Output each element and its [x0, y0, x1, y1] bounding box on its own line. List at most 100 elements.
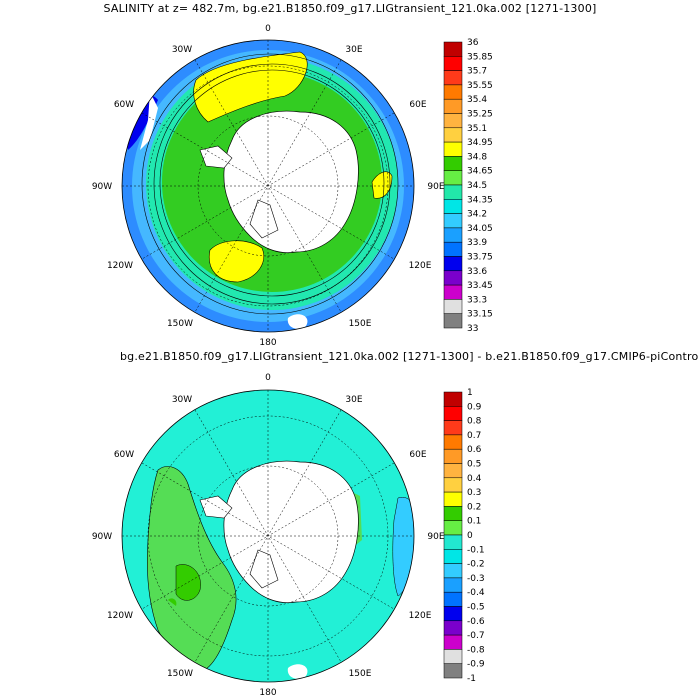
bottom-lon-label-30W: 30W — [172, 395, 192, 405]
colorbar-swatch — [443, 491, 463, 507]
colorbar-tick-label: 33.15 — [467, 310, 493, 320]
colorbar-tick-label: -0.7 — [467, 631, 485, 641]
colorbar-swatch — [443, 534, 463, 550]
bottom-lon-label-150E: 150E — [349, 669, 372, 679]
colorbar-tick-label: 1 — [467, 388, 473, 398]
colorbar-tick-label: 35.4 — [467, 95, 487, 105]
colorbar-tick-label: 33 — [467, 324, 478, 334]
colorbar-swatch — [443, 170, 463, 186]
colorbar-swatch — [443, 141, 463, 157]
top-lon-label-30E: 30E — [345, 45, 362, 55]
colorbar-swatch — [443, 227, 463, 243]
colorbar-swatch — [443, 391, 463, 407]
colorbar-tick-label: 34.35 — [467, 195, 493, 205]
bottom-lon-label-60E: 60E — [409, 450, 426, 460]
bottom-lon-label-180: 180 — [259, 688, 276, 698]
top-lon-label-180: 180 — [259, 338, 276, 348]
colorbar-tick-label: 0.4 — [467, 474, 482, 484]
colorbar-tick-label: -0.5 — [467, 603, 485, 613]
top-lon-label-120E: 120E — [409, 261, 432, 271]
colorbar-swatch — [443, 563, 463, 579]
colorbar-tick-label: 34.5 — [467, 181, 487, 191]
colorbar-swatch — [443, 241, 463, 257]
top-polar-map: 0 30E 60E 90E 120E 150E 180 150W 120W 90… — [92, 24, 445, 348]
colorbar-tick-label: 34.65 — [467, 167, 493, 177]
colorbar-tick-label: 0.2 — [467, 502, 481, 512]
bottom-lon-label-120E: 120E — [409, 611, 432, 621]
colorbar-swatch — [443, 41, 463, 57]
colorbar-swatch — [443, 663, 463, 679]
colorbar-tick-label: 34.8 — [467, 152, 487, 162]
colorbar-tick-label: 33.75 — [467, 253, 493, 263]
top-map-title: SALINITY at z= 482.7m, bg.e21.B1850.f09_… — [103, 2, 597, 15]
colorbar-tick-label: 34.2 — [467, 210, 487, 220]
bottom-lon-label-120W: 120W — [107, 611, 133, 621]
top-lon-label-90E: 90E — [427, 182, 444, 192]
top-colorbar: 36 35.85 35.7 35.55 35.4 35.25 35.1 34.95 34.8 34… — [443, 38, 493, 334]
colorbar-tick-label: 36 — [467, 38, 479, 48]
colorbar-tick-label: 33.9 — [467, 238, 487, 248]
colorbar-tick-label: -0.4 — [467, 588, 485, 598]
colorbar-tick-label: -0.3 — [467, 574, 485, 584]
colorbar-swatch — [443, 98, 463, 114]
colorbar-tick-label: -1 — [467, 674, 476, 684]
colorbar-tick-label: -0.1 — [467, 545, 485, 555]
colorbar-tick-label: -0.9 — [467, 660, 485, 670]
colorbar-swatch — [443, 620, 463, 636]
colorbar-swatch — [443, 406, 463, 421]
colorbar-swatch — [443, 463, 463, 479]
colorbar-tick-label: 0.5 — [467, 460, 481, 470]
colorbar-tick-label: 0.8 — [467, 417, 482, 427]
colorbar-tick-label: 35.85 — [467, 52, 493, 62]
bottom-polar-map: 0 30E 60E 90E 120E 150E 180 150W 120W 90… — [92, 373, 445, 698]
colorbar-swatch — [443, 520, 463, 536]
colorbar-tick-label: -0.6 — [467, 617, 485, 627]
colorbar-swatch — [443, 213, 463, 229]
colorbar-tick-label: 35.55 — [467, 81, 493, 91]
top-lon-label-90W: 90W — [92, 182, 112, 192]
top-lon-label-60E: 60E — [409, 100, 426, 110]
colorbar-swatch — [443, 649, 463, 664]
colorbar-tick-label: 0.6 — [467, 445, 482, 455]
top-lon-label-150W: 150W — [167, 319, 193, 329]
colorbar-swatch — [443, 634, 463, 650]
colorbar-swatch — [443, 184, 463, 200]
colorbar-swatch — [443, 113, 463, 129]
colorbar-tick-label: 33.6 — [467, 267, 487, 277]
colorbar-tick-label: 35.25 — [467, 110, 493, 120]
colorbar-swatch — [443, 270, 463, 286]
bottom-lon-label-90W: 90W — [92, 532, 112, 542]
colorbar-swatch — [443, 448, 463, 464]
colorbar-tick-label: 35.7 — [467, 67, 487, 77]
colorbar-swatch — [443, 313, 463, 329]
bottom-lon-label-90E: 90E — [427, 532, 444, 542]
colorbar-swatch — [443, 56, 463, 71]
colorbar-swatch — [443, 84, 463, 100]
colorbar-swatch — [443, 256, 463, 272]
colorbar-tick-label: 0 — [467, 531, 473, 541]
colorbar-swatch — [443, 477, 463, 493]
colorbar-swatch — [443, 549, 463, 564]
bottom-map-title: bg.e21.B1850.f09_g17.LIGtransient_121.0k… — [120, 350, 699, 363]
top-lon-label-150E: 150E — [349, 319, 372, 329]
colorbar-tick-label: 0.1 — [467, 517, 481, 527]
colorbar-tick-label: -0.8 — [467, 645, 485, 655]
colorbar-swatch — [443, 420, 463, 436]
bottom-lon-label-0: 0 — [265, 373, 271, 383]
colorbar-tick-label: 33.3 — [467, 295, 487, 305]
colorbar-tick-label: 34.05 — [467, 224, 493, 234]
top-lon-label-30W: 30W — [172, 45, 192, 55]
colorbar-swatch — [443, 506, 463, 521]
colorbar-tick-label: -0.2 — [467, 560, 485, 570]
colorbar-swatch — [443, 284, 463, 300]
colorbar-tick-label: 35.1 — [467, 124, 487, 134]
top-lon-label-60W: 60W — [114, 100, 134, 110]
colorbar-swatch — [443, 70, 463, 86]
colorbar-swatch — [443, 127, 463, 143]
colorbar-swatch — [443, 199, 463, 214]
bottom-colorbar: 1 0.9 0.8 0.7 0.6 0.5 0.4 0.3 0.2 0.1 0 -0.1 -0.2 -0.… — [443, 388, 485, 684]
bottom-lon-label-60W: 60W — [114, 450, 134, 460]
colorbar-swatch — [443, 606, 463, 622]
colorbar-tick-label: 33.45 — [467, 281, 493, 291]
